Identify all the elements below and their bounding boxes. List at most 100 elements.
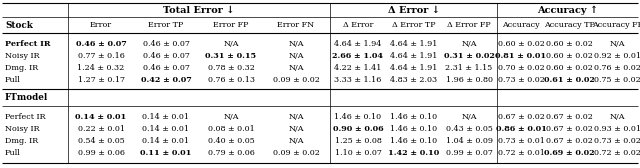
Text: 1.46 ± 0.10: 1.46 ± 0.10 [390,137,438,145]
Text: 0.60 ± 0.02: 0.60 ± 0.02 [545,64,593,72]
Text: Error FN: Error FN [277,21,315,29]
Text: 0.81 ± 0.01: 0.81 ± 0.01 [495,52,547,60]
Text: 0.92 ± 0.01: 0.92 ± 0.01 [593,52,640,60]
Text: Dmg. IR: Dmg. IR [5,137,38,145]
Text: Noisy IR: Noisy IR [5,52,40,60]
Text: 4.64 ± 1.94: 4.64 ± 1.94 [334,40,381,48]
Text: 0.22 ± 0.01: 0.22 ± 0.01 [77,125,125,133]
Text: 0.77 ± 0.16: 0.77 ± 0.16 [77,52,124,60]
Text: 0.14 ± 0.01: 0.14 ± 0.01 [143,113,189,121]
Text: N/A: N/A [609,40,625,48]
Text: 1.46 ± 0.10: 1.46 ± 0.10 [335,113,381,121]
Text: 0.61 ± 0.02: 0.61 ± 0.02 [543,76,595,84]
Text: Δ Error ↓: Δ Error ↓ [388,6,440,14]
Text: 0.70 ± 0.02: 0.70 ± 0.02 [498,64,545,72]
Text: 0.90 ± 0.06: 0.90 ± 0.06 [333,125,383,133]
Text: 4.64 ± 1.91: 4.64 ± 1.91 [390,64,438,72]
Text: 0.60 ± 0.02: 0.60 ± 0.02 [545,40,593,48]
Text: 0.93 ± 0.01: 0.93 ± 0.01 [593,125,640,133]
Text: Δ Error: Δ Error [343,21,373,29]
Text: FTmodel: FTmodel [5,94,48,102]
Text: 0.99 ± 0.06: 0.99 ± 0.06 [77,149,125,157]
Text: 4.64 ± 1.91: 4.64 ± 1.91 [390,40,438,48]
Text: 0.09 ± 0.02: 0.09 ± 0.02 [273,76,319,84]
Text: Total Error ↓: Total Error ↓ [163,6,235,14]
Text: 0.46 ± 0.07: 0.46 ± 0.07 [143,64,189,72]
Text: Full: Full [5,149,20,157]
Text: 0.79 ± 0.06: 0.79 ± 0.06 [207,149,255,157]
Text: 1.24 ± 0.32: 1.24 ± 0.32 [77,64,125,72]
Text: 0.43 ± 0.05: 0.43 ± 0.05 [445,125,492,133]
Text: 0.72 ± 0.01: 0.72 ± 0.01 [497,149,545,157]
Text: Stock: Stock [5,20,33,30]
Text: 1.27 ± 0.17: 1.27 ± 0.17 [77,76,125,84]
Text: 0.60 ± 0.02: 0.60 ± 0.02 [545,52,593,60]
Text: 0.46 ± 0.07: 0.46 ± 0.07 [143,40,189,48]
Text: 0.76 ± 0.02: 0.76 ± 0.02 [593,64,640,72]
Text: Noisy IR: Noisy IR [5,125,40,133]
Text: 1.25 ± 0.08: 1.25 ± 0.08 [335,137,381,145]
Text: 4.64 ± 1.91: 4.64 ± 1.91 [390,52,438,60]
Text: 1.96 ± 0.80: 1.96 ± 0.80 [445,76,493,84]
Text: 1.04 ± 0.09: 1.04 ± 0.09 [445,137,493,145]
Text: 0.99 ± 0.07: 0.99 ± 0.07 [445,149,492,157]
Text: 1.42 ± 0.10: 1.42 ± 0.10 [388,149,440,157]
Text: 0.09 ± 0.02: 0.09 ± 0.02 [273,149,319,157]
Text: 0.31 ± 0.02: 0.31 ± 0.02 [444,52,495,60]
Text: 0.67 ± 0.02: 0.67 ± 0.02 [545,125,593,133]
Text: 0.54 ± 0.05: 0.54 ± 0.05 [77,137,124,145]
Text: Accuracy ↑: Accuracy ↑ [537,5,598,15]
Text: 0.14 ± 0.01: 0.14 ± 0.01 [143,125,189,133]
Text: 0.78 ± 0.32: 0.78 ± 0.32 [207,64,255,72]
Text: 0.11 ± 0.01: 0.11 ± 0.01 [140,149,192,157]
Text: 0.08 ± 0.01: 0.08 ± 0.01 [207,125,254,133]
Text: 2.66 ± 1.04: 2.66 ± 1.04 [333,52,383,60]
Text: 0.46 ± 0.07: 0.46 ± 0.07 [76,40,126,48]
Text: Accuracy TP: Accuracy TP [543,21,595,29]
Text: 0.67 ± 0.02: 0.67 ± 0.02 [497,113,545,121]
Text: N/A: N/A [288,52,304,60]
Text: N/A: N/A [288,125,304,133]
Text: N/A: N/A [288,64,304,72]
Text: N/A: N/A [609,113,625,121]
Text: 4.83 ± 2.03: 4.83 ± 2.03 [390,76,438,84]
Text: 0.72 ± 0.02: 0.72 ± 0.02 [593,149,640,157]
Text: N/A: N/A [223,40,239,48]
Text: N/A: N/A [288,40,304,48]
Text: 0.40 ± 0.05: 0.40 ± 0.05 [207,137,254,145]
Text: 0.76 ± 0.13: 0.76 ± 0.13 [207,76,255,84]
Text: 1.10 ± 0.07: 1.10 ± 0.07 [335,149,381,157]
Text: 2.31 ± 1.15: 2.31 ± 1.15 [445,64,493,72]
Text: N/A: N/A [223,113,239,121]
Text: 0.14 ± 0.01: 0.14 ± 0.01 [76,113,127,121]
Text: 0.73 ± 0.02: 0.73 ± 0.02 [593,137,640,145]
Text: N/A: N/A [461,113,477,121]
Text: Perfect IR: Perfect IR [5,113,45,121]
Text: Full: Full [5,76,20,84]
Text: Δ Error TP: Δ Error TP [392,21,436,29]
Text: 0.46 ± 0.07: 0.46 ± 0.07 [143,52,189,60]
Text: 0.67 ± 0.02: 0.67 ± 0.02 [545,137,593,145]
Text: 0.42 ± 0.07: 0.42 ± 0.07 [141,76,191,84]
Text: Error TP: Error TP [148,21,184,29]
Text: Accuracy: Accuracy [502,21,540,29]
Text: 0.31 ± 0.15: 0.31 ± 0.15 [205,52,257,60]
Text: 0.73 ± 0.02: 0.73 ± 0.02 [497,76,545,84]
Text: 0.86 ± 0.01: 0.86 ± 0.01 [495,125,547,133]
Text: 0.60 ± 0.02: 0.60 ± 0.02 [497,40,545,48]
Text: N/A: N/A [461,40,477,48]
Text: Δ Error FP: Δ Error FP [447,21,491,29]
Text: Error: Error [90,21,112,29]
Text: 0.75 ± 0.02: 0.75 ± 0.02 [594,76,640,84]
Text: 0.73 ± 0.01: 0.73 ± 0.01 [497,137,545,145]
Text: Dmg. IR: Dmg. IR [5,64,38,72]
Text: 1.46 ± 0.10: 1.46 ± 0.10 [390,125,438,133]
Text: 1.46 ± 0.10: 1.46 ± 0.10 [390,113,438,121]
Text: Error FP: Error FP [213,21,249,29]
Text: 4.22 ± 1.41: 4.22 ± 1.41 [334,64,381,72]
Text: 3.33 ± 1.16: 3.33 ± 1.16 [334,76,381,84]
Text: 0.69 ± 0.02: 0.69 ± 0.02 [544,149,595,157]
Text: N/A: N/A [288,137,304,145]
Text: 0.14 ± 0.01: 0.14 ± 0.01 [143,137,189,145]
Text: Perfect IR: Perfect IR [5,40,51,48]
